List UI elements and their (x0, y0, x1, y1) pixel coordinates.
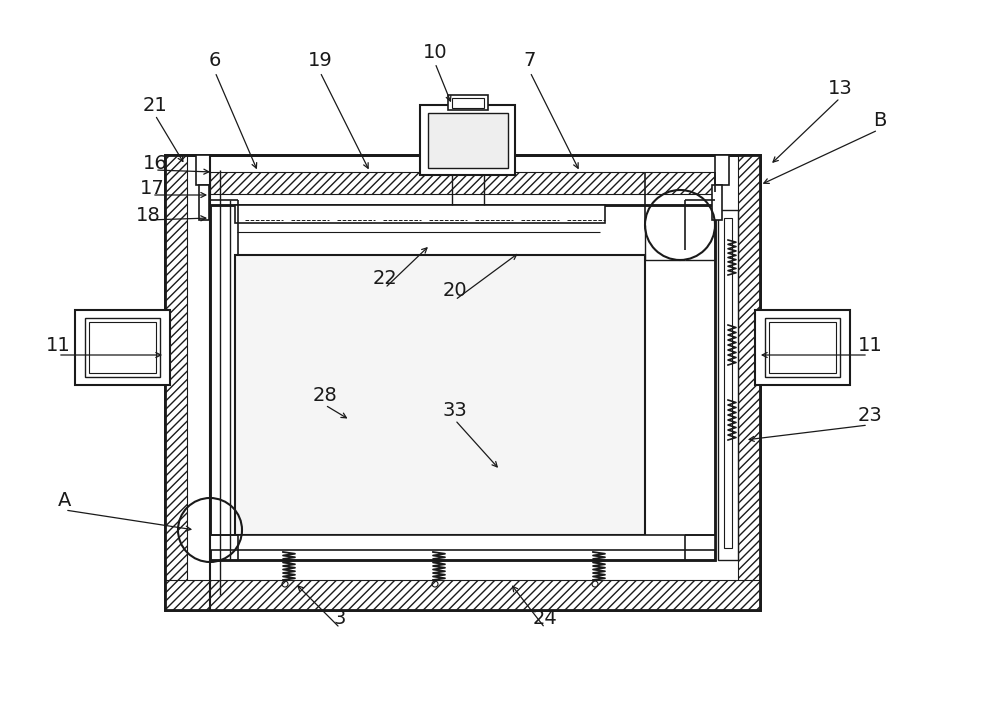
Bar (452, 98, 484, 108)
Bar (210, 172, 715, 194)
Bar (235, 205, 605, 223)
Bar (210, 205, 715, 560)
Bar (718, 210, 738, 560)
Text: 17: 17 (140, 178, 164, 198)
Bar (165, 155, 760, 610)
Text: 24: 24 (533, 608, 557, 628)
Bar (448, 95, 488, 110)
Bar (199, 185, 209, 220)
Text: 16: 16 (143, 154, 167, 173)
Bar (715, 155, 729, 185)
Text: 11: 11 (858, 336, 882, 354)
Bar (738, 155, 760, 610)
Bar (712, 185, 722, 220)
Text: 13: 13 (828, 79, 852, 98)
Bar (89, 322, 156, 373)
Bar (724, 218, 732, 548)
Bar (210, 205, 715, 560)
Bar (196, 155, 210, 185)
Bar (165, 580, 760, 610)
Text: 11: 11 (46, 336, 70, 354)
Text: 33: 33 (443, 401, 467, 420)
Text: 28: 28 (313, 386, 337, 405)
Bar (769, 322, 836, 373)
Text: A: A (58, 491, 72, 510)
Bar (235, 255, 645, 535)
Text: 3: 3 (334, 608, 346, 628)
Bar (165, 155, 760, 610)
Text: 7: 7 (524, 51, 536, 69)
Text: 21: 21 (143, 96, 167, 114)
Bar (765, 318, 840, 377)
Text: 23: 23 (858, 406, 882, 425)
Text: 6: 6 (209, 51, 221, 69)
Text: 19: 19 (308, 51, 332, 69)
Text: 10: 10 (423, 43, 447, 61)
Bar (165, 155, 187, 610)
Bar (755, 310, 850, 385)
Bar (210, 535, 715, 550)
Bar (75, 310, 170, 385)
Bar (85, 318, 160, 377)
Text: 22: 22 (373, 268, 397, 288)
Text: 18: 18 (136, 206, 160, 224)
Bar (420, 105, 515, 175)
Bar (428, 113, 508, 168)
Text: 20: 20 (443, 281, 467, 299)
Text: B: B (873, 111, 887, 129)
